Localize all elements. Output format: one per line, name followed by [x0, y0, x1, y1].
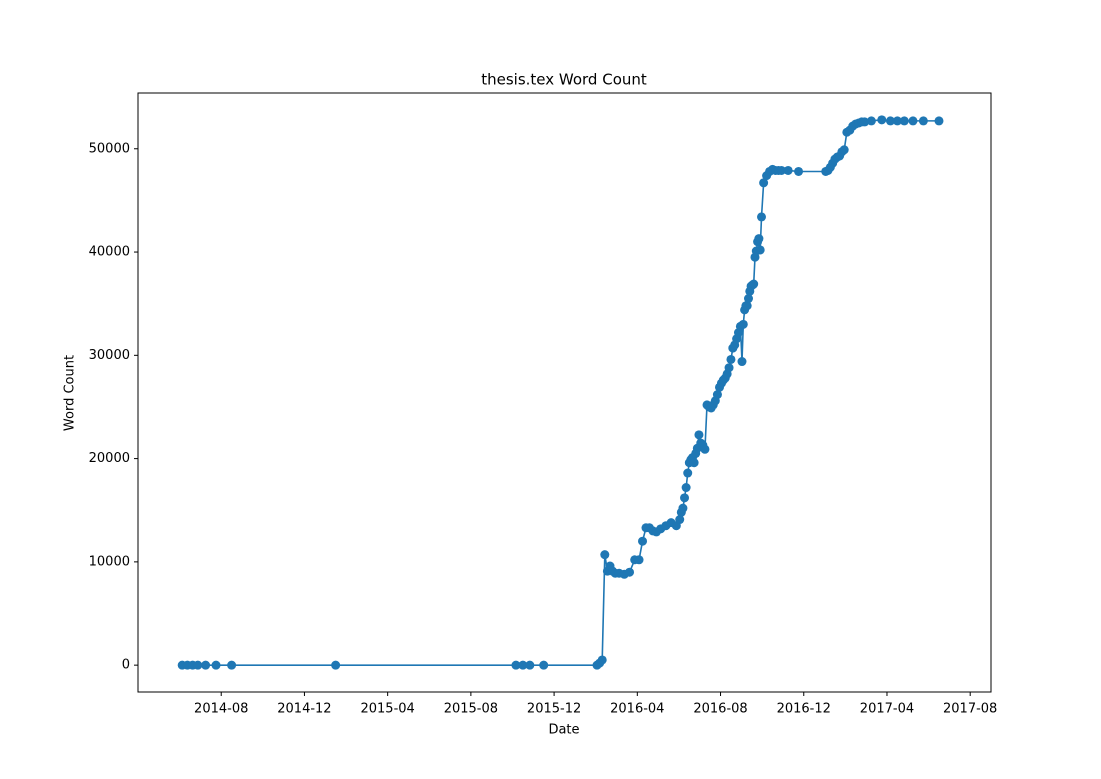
y-tick-label: 40000 [89, 245, 130, 260]
x-axis-label: Date [548, 723, 579, 738]
point [712, 390, 722, 400]
point [681, 483, 691, 493]
point [743, 294, 753, 304]
point [211, 660, 221, 670]
point [908, 116, 918, 126]
point [839, 145, 849, 155]
point [700, 444, 710, 454]
line [182, 119, 939, 666]
point [227, 660, 237, 670]
point [678, 503, 688, 513]
point [675, 515, 685, 525]
point [892, 116, 902, 126]
chart-title: thesis.tex Word Count [481, 71, 647, 89]
x-tick-label: 2016-04 [610, 702, 664, 717]
point [694, 430, 704, 440]
point [860, 117, 870, 127]
x-tick-label: 2017-04 [860, 702, 914, 717]
point [634, 555, 644, 565]
point [511, 660, 521, 670]
point [754, 234, 764, 244]
x-tick-label: 2015-08 [444, 702, 498, 717]
point [525, 660, 535, 670]
x-tick-label: 2016-12 [777, 702, 831, 717]
point [600, 550, 610, 560]
point [638, 536, 648, 546]
point [518, 660, 528, 670]
y-axis-label: Word Count [63, 355, 78, 431]
point [885, 116, 895, 126]
point [794, 166, 804, 176]
point [201, 660, 211, 670]
point [918, 116, 928, 126]
point [866, 116, 876, 126]
y-tick-label: 30000 [89, 348, 130, 363]
point [877, 115, 887, 125]
point [934, 116, 944, 126]
point [759, 178, 769, 188]
x-tick-label: 2017-08 [943, 702, 997, 717]
point [724, 363, 734, 373]
y-tick-label: 20000 [89, 451, 130, 466]
point [597, 655, 607, 665]
point [689, 458, 699, 468]
x-tick-label: 2014-12 [277, 702, 331, 717]
x-tick-label: 2015-04 [360, 702, 414, 717]
y-tick-label: 50000 [89, 141, 130, 156]
point [755, 245, 765, 255]
point [331, 660, 341, 670]
point [749, 279, 759, 289]
y-tick-label: 10000 [89, 554, 130, 569]
point [539, 660, 549, 670]
point [738, 319, 748, 329]
point [776, 165, 786, 175]
x-tick-label: 2014-08 [194, 702, 248, 717]
y-tick-label: 0 [122, 658, 130, 673]
point [625, 567, 635, 577]
x-tick-label: 2015-12 [527, 702, 581, 717]
point [193, 660, 203, 670]
point [726, 354, 736, 364]
x-tick-label: 2016-08 [693, 702, 747, 717]
point [783, 165, 793, 175]
point [756, 212, 766, 222]
point [680, 493, 690, 503]
plot-frame [137, 92, 992, 693]
point [683, 468, 693, 478]
point [742, 301, 752, 311]
point [899, 116, 909, 126]
point [737, 357, 747, 367]
